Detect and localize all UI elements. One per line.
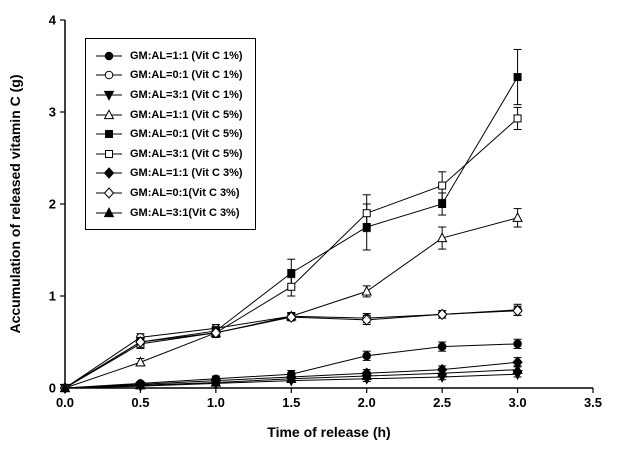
data-point-marker [105, 149, 113, 158]
data-point-marker [287, 282, 296, 291]
data-point-marker [513, 73, 522, 82]
legend-marker-icon [96, 167, 122, 180]
data-point-marker [436, 308, 448, 321]
x-axis-ticks: 0.0 0.5 1.0 1.5 2.0 2.5 3.0 3.5 [56, 388, 602, 410]
data-point-marker [513, 114, 522, 123]
x-tick-label: 1.5 [282, 395, 300, 410]
legend-item: GM:AL=0:1 (Vit C 1%) [94, 66, 243, 86]
legend-item: GM:AL=1:1 (Vit C 3%) [94, 164, 243, 184]
y-tick-label: 0 [49, 381, 56, 396]
data-point-marker [104, 71, 114, 80]
legend-item-label: GM:AL=1:1 (Vit C 1%) [130, 49, 243, 62]
x-tick-label: 0.5 [131, 395, 149, 410]
legend-marker-icon [96, 206, 122, 217]
legend-marker-icon [96, 130, 122, 139]
y-axis-ticks: 0 1 2 3 4 [49, 13, 65, 396]
legend: GM:AL=1:1 (Vit C 1%) GM:AL=0:1 (Vit C 1%)… [85, 38, 256, 231]
legend-item-label: GM:AL=0:1 (Vit C 1%) [130, 69, 243, 82]
legend-item: GM:AL=3:1(Vit C 3%) [94, 203, 243, 223]
data-point-marker [210, 376, 222, 387]
data-point-marker [438, 200, 447, 208]
data-point-marker [361, 314, 372, 326]
data-point-marker [362, 209, 371, 218]
legend-item: GM:AL=3:1 (Vit C 5%) [94, 144, 243, 164]
x-tick-label: 3.0 [509, 395, 527, 410]
legend-marker-icon [96, 149, 122, 158]
series-line [64, 217, 518, 389]
x-axis-label: Time of release (h) [267, 424, 391, 440]
data-point-marker [362, 351, 372, 361]
data-point-marker [104, 51, 114, 61]
legend-item: GM:AL=1:1 (Vit C 1%) [94, 46, 243, 66]
legend-marker-icon [96, 90, 122, 101]
data-point-marker [361, 370, 372, 381]
legend-marker-icon [96, 187, 122, 199]
data-point-marker [437, 342, 447, 351]
legend-marker-icon [96, 71, 122, 80]
data-point-marker [512, 304, 523, 317]
data-series [59, 363, 523, 393]
data-point-marker [438, 181, 447, 190]
data-point-marker [103, 187, 115, 199]
legend-marker-icon [96, 51, 122, 61]
x-tick-label: 2.5 [433, 395, 451, 410]
data-point-marker [286, 372, 297, 383]
data-point-marker [512, 363, 523, 374]
x-tick-label: 2.0 [358, 395, 376, 410]
x-tick-label: 1.0 [207, 395, 225, 410]
data-point-marker [513, 339, 522, 349]
x-tick-label: 0.0 [56, 395, 74, 410]
data-point-marker [103, 90, 115, 101]
legend-item-label: GM:AL=0:1(Vit C 3%) [130, 186, 240, 199]
data-point-marker [286, 311, 297, 323]
data-point-marker [436, 367, 448, 378]
data-point-marker [361, 285, 372, 296]
y-tick-label: 2 [49, 197, 56, 212]
x-tick-label: 3.5 [584, 395, 602, 410]
data-point-marker [59, 382, 71, 393]
data-point-marker [103, 108, 115, 119]
data-point-marker [103, 167, 115, 180]
legend-item: GM:AL=0:1(Vit C 3%) [94, 183, 243, 203]
legend-marker-icon [96, 108, 122, 119]
data-point-marker [135, 379, 146, 390]
legend-item-label: GM:AL=3:1 (Vit C 1%) [130, 88, 243, 101]
y-tick-label: 3 [49, 105, 56, 120]
data-point-marker [105, 130, 113, 139]
data-point-marker [512, 211, 523, 222]
legend-item: GM:AL=1:1 (Vit C 5%) [94, 105, 243, 125]
data-point-marker [436, 232, 448, 243]
y-tick-label: 1 [49, 289, 56, 304]
data-point-marker [135, 356, 146, 367]
data-series [59, 208, 523, 393]
data-point-marker [103, 206, 115, 217]
legend-item: GM:AL=3:1 (Vit C 1%) [94, 85, 243, 105]
data-point-marker [210, 327, 222, 339]
y-axis-label: Accumulation of released vitamin C (g) [7, 74, 23, 334]
data-point-marker [135, 336, 146, 348]
data-point-marker [287, 269, 296, 277]
legend-item-label: GM:AL=3:1 (Vit C 5%) [130, 147, 243, 160]
y-tick-label: 4 [49, 13, 57, 28]
legend-item-label: GM:AL=0:1 (Vit C 5%) [130, 128, 243, 141]
legend-item-label: GM:AL=1:1 (Vit C 3%) [130, 167, 243, 180]
legend-item-label: GM:AL=3:1(Vit C 3%) [130, 206, 240, 219]
legend-item-label: GM:AL=1:1 (Vit C 5%) [130, 108, 243, 121]
legend-item: GM:AL=0:1 (Vit C 5%) [94, 124, 243, 144]
